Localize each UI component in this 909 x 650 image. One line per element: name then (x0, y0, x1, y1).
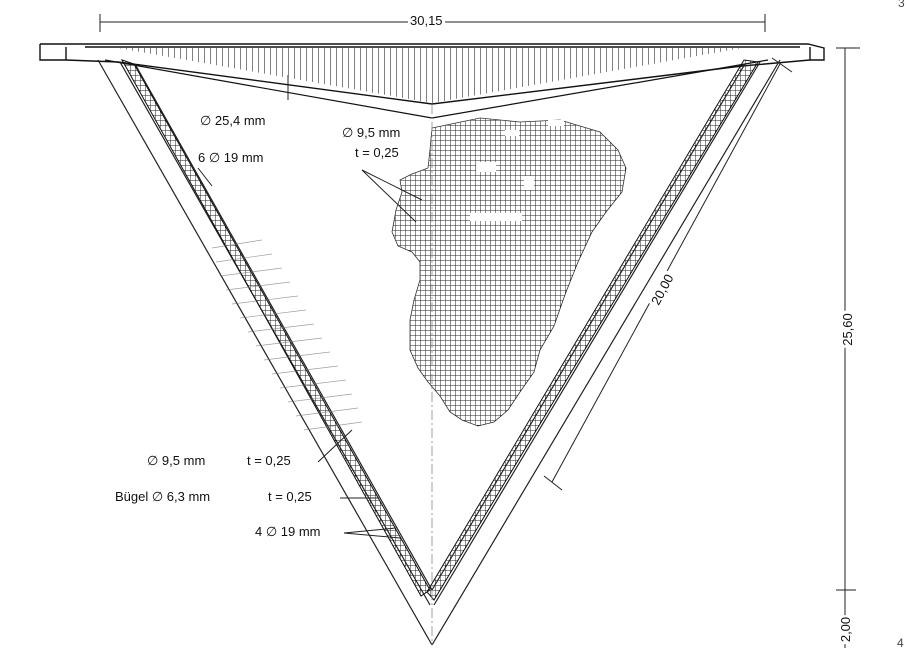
outer-triangle (97, 59, 781, 646)
height-dimension: 25,60 (839, 311, 855, 348)
side-spacing-label: t = 0,25 (247, 453, 291, 468)
base-height-dimension: 2,00 (838, 614, 854, 645)
top-bars-label: 6 ∅ 19 mm (198, 150, 264, 165)
side-bar-label: ∅ 9,5 mm (147, 453, 206, 468)
bottom-bars-label: 4 ∅ 19 mm (255, 524, 321, 539)
stirrup-label: Bügel ∅ 6,3 mm (115, 489, 211, 504)
height-dimension-line (836, 47, 860, 648)
leader-lines (197, 75, 423, 539)
mesh-spacing-label: t = 0,25 (355, 145, 399, 160)
right-web-reinforcement (426, 59, 759, 601)
top-width-dimension: 30,15 (408, 13, 445, 28)
tendon-diameter-label: ∅ 25,4 mm (200, 113, 266, 128)
page-mark-top-right: 3 (898, 0, 905, 10)
left-web-light-hatch (211, 239, 363, 431)
mesh-patch (391, 117, 627, 427)
stirrup-spacing-label: t = 0,25 (268, 489, 312, 504)
mesh-holes (470, 120, 564, 221)
page-mark-bottom-right: 4 (897, 636, 904, 650)
top-slab-hatching (118, 48, 742, 103)
mesh-bar-label: ∅ 9,5 mm (342, 125, 401, 140)
